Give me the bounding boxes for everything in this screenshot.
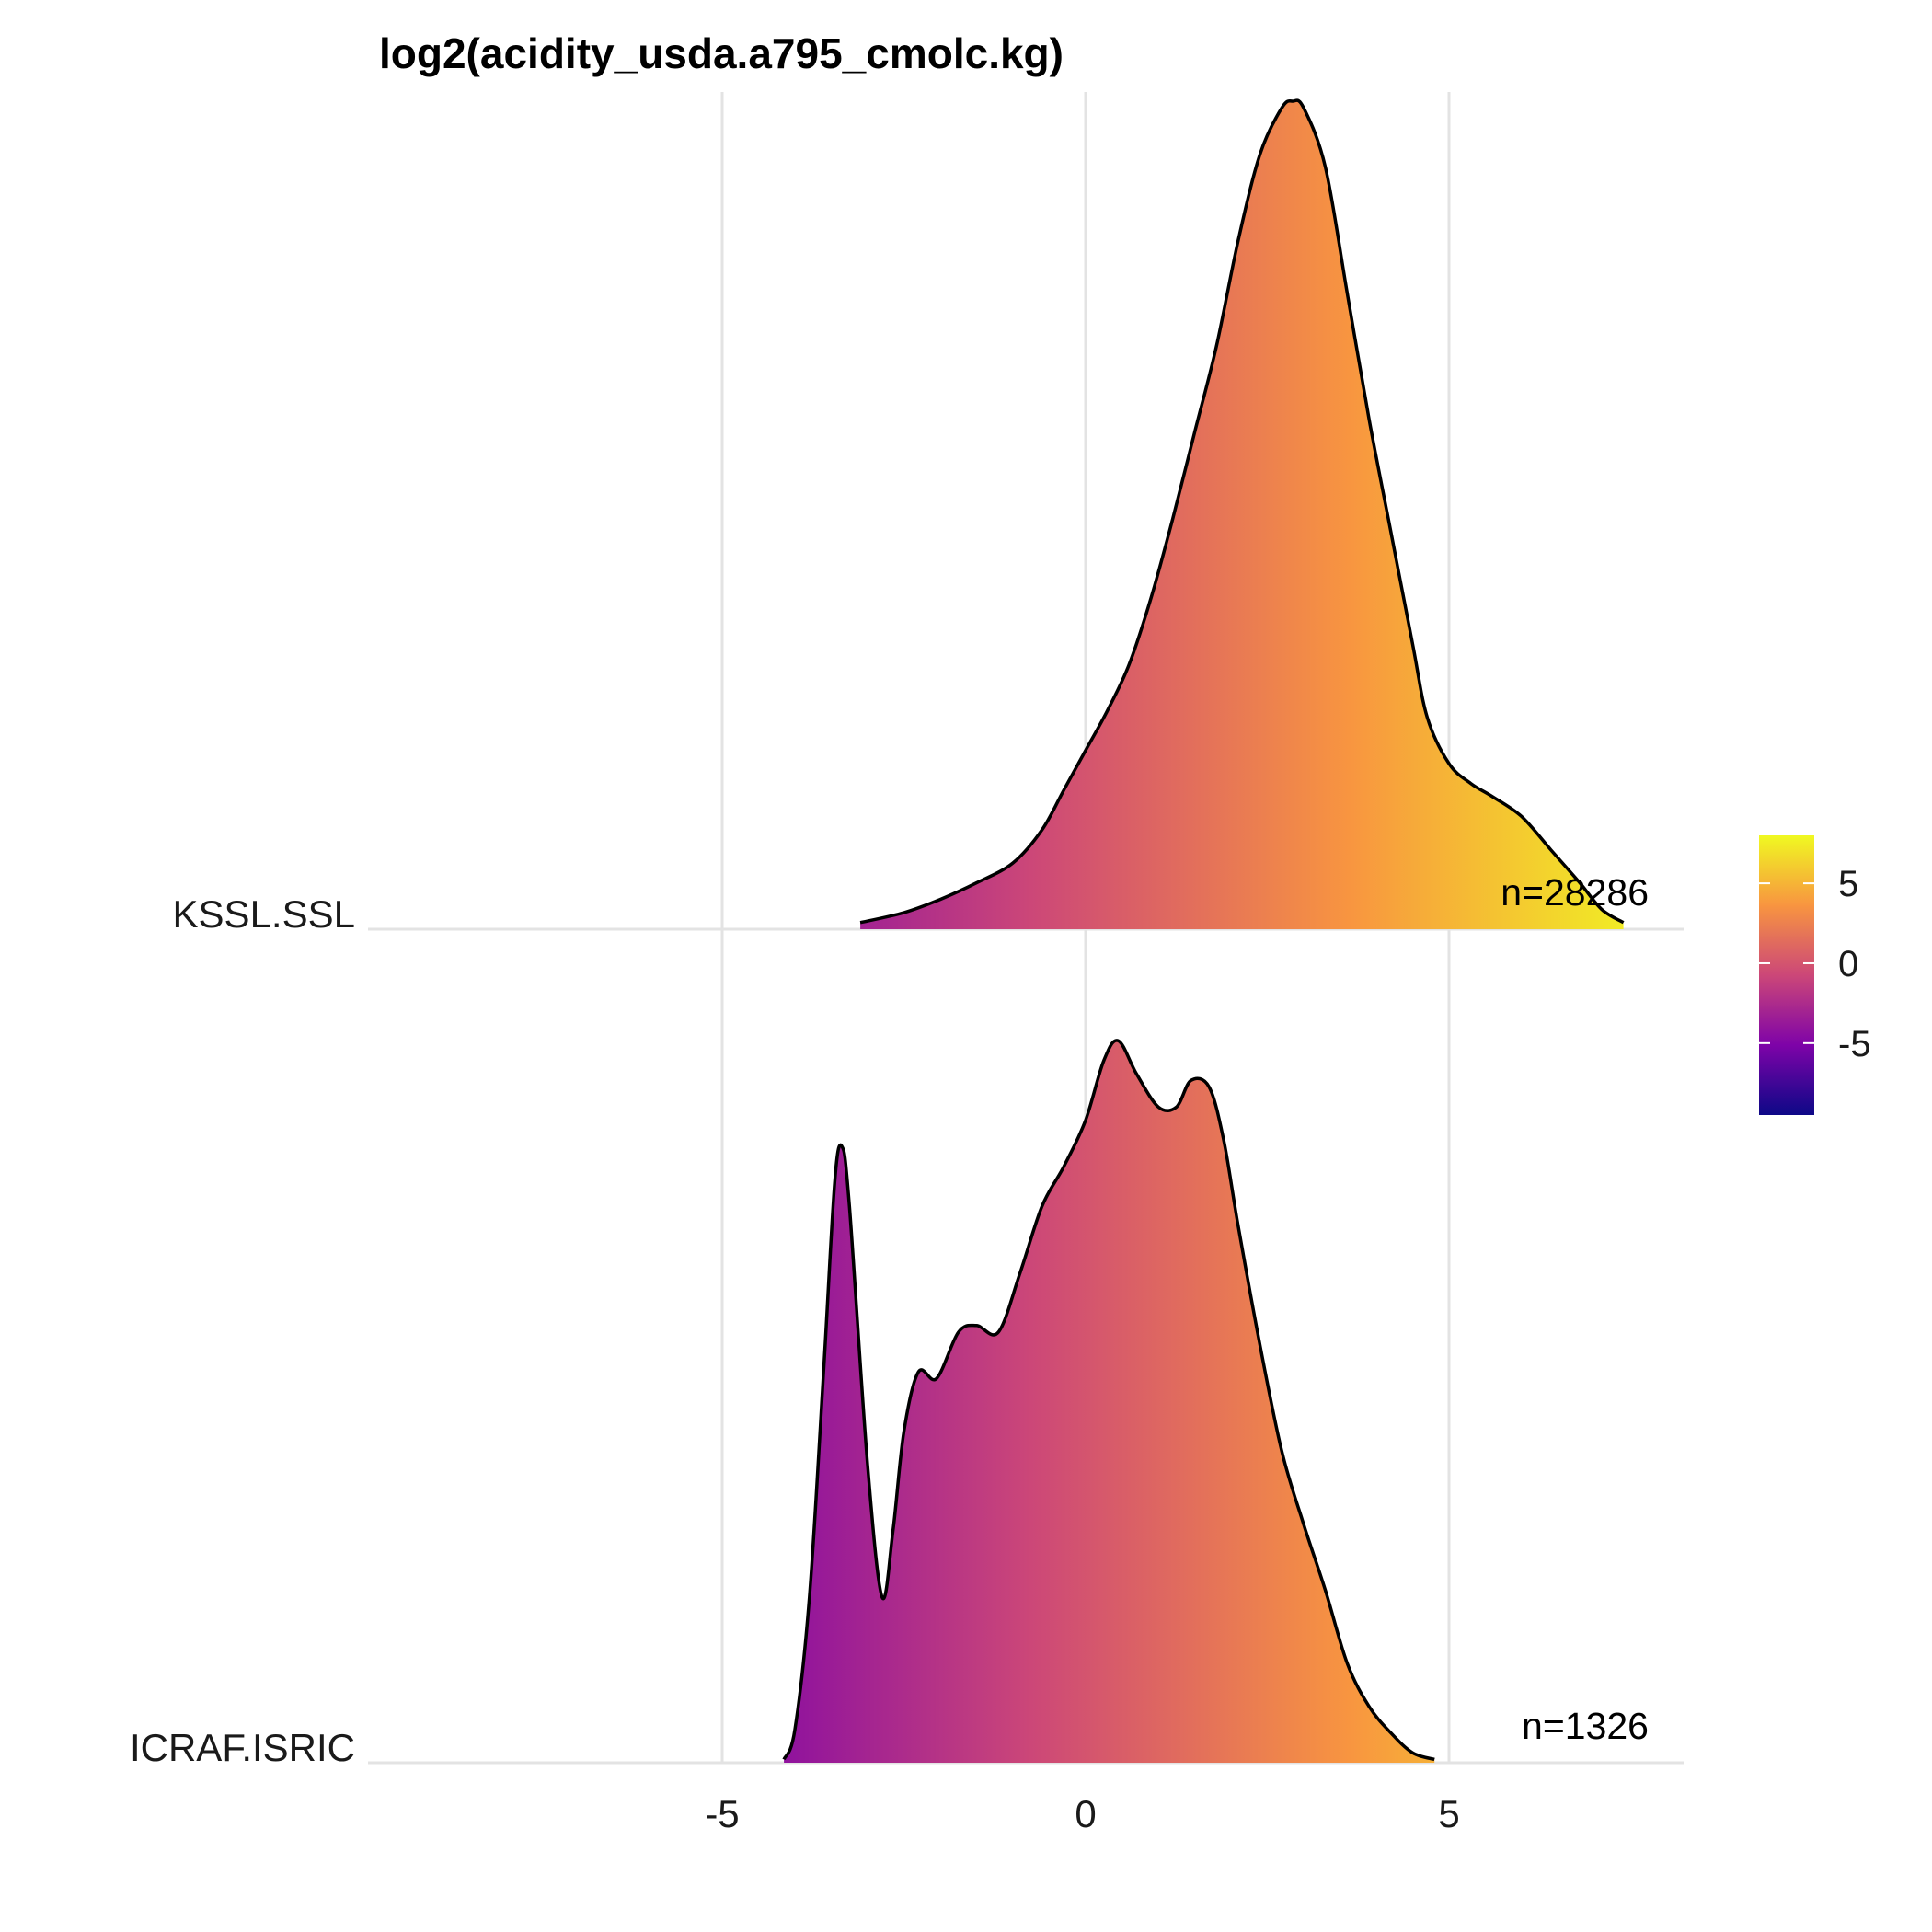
y-axis-labels: KSSL.SSL ICRAF.ISRIC: [130, 892, 355, 1769]
chart-title: log2(acidity_usda.a795_cmolc.kg): [379, 29, 1064, 77]
ridge-kssl-ssl: [859, 98, 1625, 929]
ridge-area: [860, 100, 1624, 929]
colorbar-tick-label: 5: [1838, 864, 1858, 904]
colorbar: 5 0 -5: [1759, 835, 1871, 1115]
sample-size-labels: n=28286 n=1326: [1501, 871, 1649, 1747]
sample-size-label: n=1326: [1522, 1705, 1649, 1747]
ridge-outline: [859, 98, 1625, 925]
colorbar-bar: [1759, 835, 1814, 1115]
ridge-outline: [782, 1039, 1435, 1762]
x-tick-label: 0: [1075, 1792, 1096, 1835]
y-axis-label: ICRAF.ISRIC: [130, 1726, 355, 1769]
ridge-icraf-isric: [782, 1039, 1435, 1763]
colorbar-tick-label: -5: [1838, 1024, 1871, 1064]
ridges: [782, 98, 1625, 1763]
ridge-area: [784, 1040, 1435, 1763]
sample-size-label: n=28286: [1501, 871, 1649, 914]
x-axis-ticks: -5 0 5: [705, 1792, 1459, 1835]
y-axis-label: KSSL.SSL: [173, 892, 355, 936]
x-tick-label: -5: [705, 1792, 739, 1835]
x-tick-label: 5: [1438, 1792, 1459, 1835]
colorbar-tick-label: 0: [1838, 944, 1858, 984]
